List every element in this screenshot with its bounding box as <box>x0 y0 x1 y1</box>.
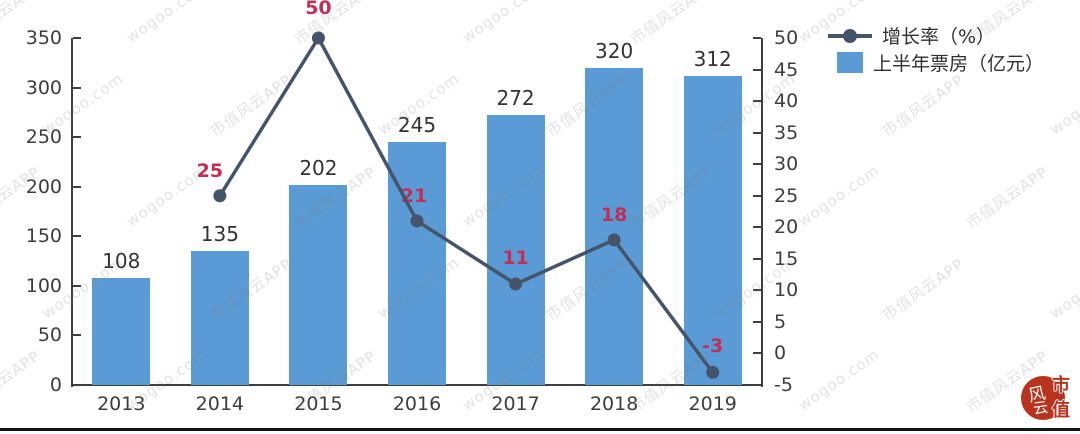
right-axis-tick-label: -5 <box>774 374 793 396</box>
bar-2013 <box>92 277 151 385</box>
right-axis-tick-label: 45 <box>774 58 799 81</box>
line-point-2017 <box>509 277 523 291</box>
left-axis-tick <box>73 185 81 188</box>
x-axis-label-2016: 2016 <box>392 393 442 415</box>
x-axis-label-2015: 2015 <box>294 393 343 415</box>
logo-side-text: 市 值 <box>1052 373 1070 423</box>
bar-value-label: 202 <box>299 155 338 180</box>
bar-2015 <box>289 184 348 385</box>
left-axis-tick-label: 250 <box>25 126 62 149</box>
left-axis-tick-label: 300 <box>25 76 62 99</box>
x-axis-label-2013: 2013 <box>97 393 146 415</box>
bar-value-label: 272 <box>496 86 535 111</box>
bar-value-label: 312 <box>693 46 732 71</box>
x-axis-label-2018: 2018 <box>589 393 639 415</box>
left-axis-tick-label: 350 <box>25 27 62 49</box>
line-point-2014 <box>213 189 227 203</box>
right-axis-tick-label: 35 <box>774 121 799 144</box>
line-marker-icon <box>828 22 872 49</box>
left-axis-tick-label: 100 <box>25 274 62 297</box>
bar-2019 <box>683 75 742 385</box>
bar-2018 <box>585 67 644 385</box>
right-axis-tick <box>753 163 761 166</box>
bar-value-label: 135 <box>200 222 239 247</box>
left-axis-tick <box>73 235 81 238</box>
x-axis-label-2019: 2019 <box>688 393 737 415</box>
left-axis-tick <box>73 136 81 139</box>
left-axis-tick-label: 0 <box>49 374 62 396</box>
right-axis-tick <box>753 131 761 134</box>
x-axis-label-2017: 2017 <box>491 393 540 415</box>
left-axis-tick <box>73 384 81 386</box>
right-axis-tick-label: 30 <box>774 153 799 176</box>
x-axis-label-2014: 2014 <box>195 393 245 415</box>
bar-swatch-icon <box>837 52 863 73</box>
legend-label-growth-rate: 增长率（%） <box>882 26 996 48</box>
line-value-label: 18 <box>600 203 628 226</box>
right-axis-tick-label: 25 <box>774 184 799 207</box>
brand-logo: 风 云 市 值 <box>1021 373 1079 427</box>
right-axis-tick-label: 5 <box>774 310 787 333</box>
left-axis-tick <box>73 334 81 337</box>
line-point-2015 <box>311 31 325 45</box>
right-axis-tick <box>753 194 761 197</box>
right-axis-tick <box>753 352 761 355</box>
growth-rate-line <box>218 36 715 374</box>
right-axis-tick-label: 50 <box>774 27 799 49</box>
bottom-divider <box>0 428 1080 431</box>
logo-char-shi: 市 <box>1052 375 1070 396</box>
line-value-label: -3 <box>702 335 724 358</box>
logo-seal-icon: 风 云 <box>1021 376 1065 420</box>
legend-item-box-office: 上半年票房（亿元） <box>828 49 1044 76</box>
left-axis-line <box>71 38 73 387</box>
right-axis-tick <box>753 226 761 229</box>
right-axis-tick <box>753 289 761 292</box>
left-axis-tick <box>73 86 81 89</box>
right-axis-line <box>761 38 763 387</box>
right-axis-tick <box>753 37 761 39</box>
line-value-label: 11 <box>502 247 529 270</box>
right-axis-tick <box>753 68 761 71</box>
line-point-2019 <box>706 365 720 379</box>
right-axis-tick <box>753 100 761 103</box>
legend-label-box-office: 上半年票房（亿元） <box>873 53 1045 75</box>
line-value-label: 25 <box>196 159 224 182</box>
bar-value-label: 320 <box>595 38 634 63</box>
right-axis-tick-label: 40 <box>774 90 799 113</box>
right-axis-tick-label: 0 <box>774 342 787 365</box>
legend-item-growth-rate: 增长率（%） <box>828 22 1044 49</box>
right-axis-tick <box>753 257 761 260</box>
left-axis-tick <box>73 37 81 39</box>
left-axis-tick <box>73 284 81 287</box>
logo-char-zhi: 值 <box>1052 400 1070 421</box>
line-point-2018 <box>607 233 621 247</box>
bar-value-label: 245 <box>397 113 437 138</box>
bar-2017 <box>486 115 545 385</box>
line-point-2016 <box>410 214 424 228</box>
bar-value-label: 108 <box>102 248 141 273</box>
left-axis-tick-label: 150 <box>25 225 62 248</box>
right-axis-tick-label: 20 <box>774 216 799 239</box>
right-axis-tick-label: 15 <box>774 247 799 270</box>
bar-2014 <box>190 251 249 385</box>
left-axis-tick-label: 50 <box>37 324 62 347</box>
legend: 增长率（%） 上半年票房（亿元） <box>828 22 1044 76</box>
right-axis-tick <box>753 320 761 323</box>
x-axis-line <box>71 384 763 386</box>
logo-char-yun: 云 <box>1031 398 1050 418</box>
right-axis-tick <box>753 384 761 386</box>
left-axis-tick-label: 200 <box>25 175 62 198</box>
right-axis-tick-label: 10 <box>774 279 799 302</box>
line-value-label: 50 <box>305 0 332 19</box>
